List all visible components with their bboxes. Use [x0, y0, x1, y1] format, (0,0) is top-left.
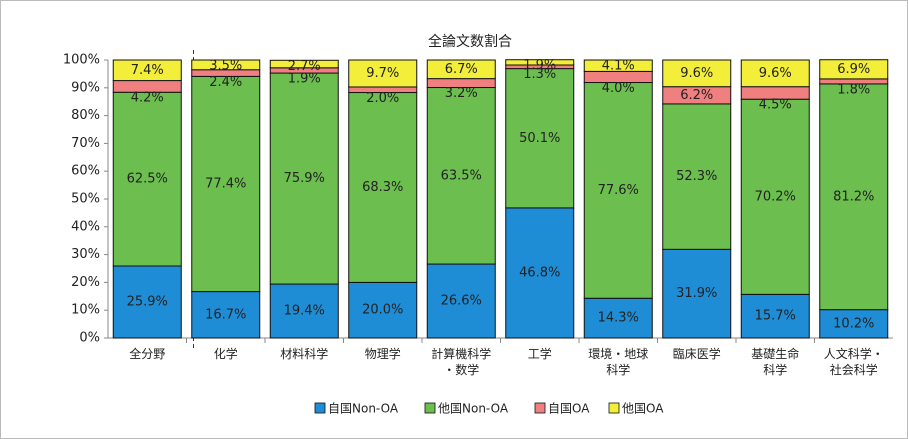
bar-segment	[819, 83, 889, 311]
bar-segment	[662, 59, 732, 88]
value-label: 70.2%	[755, 189, 796, 204]
bar-segment	[505, 207, 575, 339]
bar-segment	[583, 59, 653, 72]
x-tick-label: 材料科学	[280, 347, 329, 361]
value-label: 1.9%	[288, 72, 321, 87]
bar-segment	[348, 92, 418, 283]
y-tick-label: 90%	[71, 80, 100, 95]
value-label: 3.5%	[209, 59, 242, 74]
value-label: 16.7%	[205, 307, 246, 322]
bar-segment	[269, 283, 339, 339]
value-label: 6.9%	[837, 62, 870, 77]
legend-swatch	[608, 402, 620, 414]
value-label: 15.7%	[755, 309, 796, 324]
legend-label: 他国Non-OA	[438, 402, 509, 416]
value-label: 81.2%	[833, 189, 874, 204]
legend-label: 自国Non-OA	[328, 402, 399, 416]
bar-segment	[426, 87, 496, 265]
x-tick-label: 人文科学・ 社会科学	[823, 347, 884, 377]
value-label: 75.9%	[284, 171, 325, 186]
bar-segment	[505, 59, 575, 66]
value-label: 14.3%	[598, 311, 639, 326]
value-label: 1.9%	[523, 58, 556, 73]
bar-segment	[505, 68, 575, 209]
y-tick-label: 80%	[71, 108, 100, 123]
legend-swatch	[534, 402, 546, 414]
x-tick-label: 臨床医学	[672, 347, 721, 361]
bar-segment	[740, 98, 810, 295]
bar-segment	[112, 59, 182, 82]
x-tick-label: 工学	[527, 347, 552, 361]
x-tick-label: 物理学	[364, 347, 401, 361]
value-label: 62.5%	[127, 172, 168, 187]
value-label: 2.0%	[366, 91, 399, 106]
value-label: 2.4%	[209, 75, 242, 90]
value-label: 2.7%	[288, 59, 321, 74]
x-tick-label: 基礎生命 科学	[751, 347, 800, 377]
x-tick-label: 計算機科学 ・数学	[431, 347, 492, 377]
y-tick-label: 10%	[71, 303, 100, 318]
value-label: 9.6%	[680, 66, 713, 81]
value-label: 9.7%	[366, 66, 399, 81]
value-label: 31.9%	[676, 286, 717, 301]
bar-segment	[191, 75, 261, 293]
legend-swatch	[314, 402, 326, 414]
value-label: 4.1%	[602, 59, 635, 74]
y-tick-label: 40%	[71, 219, 100, 234]
x-tick-label: 全分野	[129, 347, 166, 361]
value-label: 9.6%	[759, 66, 792, 81]
bar-segment	[583, 82, 653, 299]
x-tick-label: 環境・地球 科学	[588, 347, 649, 377]
value-label: 63.5%	[441, 168, 482, 183]
bar-segment	[112, 91, 182, 267]
value-label: 19.4%	[284, 304, 325, 319]
bar-segment	[740, 59, 810, 88]
value-label: 7.4%	[131, 63, 164, 78]
bar-segment	[740, 293, 810, 339]
value-label: 6.7%	[445, 62, 478, 77]
bar-segment	[662, 248, 732, 339]
value-label: 68.3%	[362, 180, 403, 195]
y-tick-label: 100%	[63, 53, 100, 68]
bar-segment	[112, 265, 182, 339]
value-label: 20.0%	[362, 303, 403, 318]
legend-label: 他国OA	[622, 402, 664, 416]
value-label: 46.8%	[519, 265, 560, 280]
value-label: 6.2%	[680, 88, 713, 103]
value-label: 4.2%	[131, 91, 164, 106]
bar-segment	[662, 103, 732, 250]
bar-segment	[426, 263, 496, 339]
value-label: 4.0%	[602, 81, 635, 96]
y-tick-label: 60%	[71, 164, 100, 179]
y-tick-label: 0%	[79, 331, 100, 346]
value-label: 3.2%	[445, 86, 478, 101]
value-label: 1.8%	[837, 82, 870, 97]
bar-segment	[348, 59, 418, 88]
value-label: 26.6%	[441, 294, 482, 309]
chart-title: 全論文数割合	[428, 33, 512, 50]
value-label: 77.6%	[598, 183, 639, 198]
value-label: 52.3%	[676, 169, 717, 184]
bar-segment	[269, 59, 339, 69]
bar-segment	[269, 72, 339, 285]
value-label: 50.1%	[519, 131, 560, 146]
bar-segment	[191, 59, 261, 71]
y-tick-label: 70%	[71, 136, 100, 151]
value-label: 4.5%	[759, 98, 792, 113]
bar-segment	[819, 59, 889, 80]
y-tick-label: 20%	[71, 275, 100, 290]
bar-segment	[426, 59, 496, 80]
y-tick-label: 30%	[71, 247, 100, 262]
y-tick-label: 50%	[71, 192, 100, 207]
value-label: 77.4%	[205, 176, 246, 191]
value-label: 25.9%	[127, 294, 168, 309]
x-tick-label: 化学	[213, 347, 238, 361]
value-label: 10.2%	[833, 316, 874, 331]
value-label: 1.3%	[523, 67, 556, 82]
legend-swatch	[424, 402, 436, 414]
legend-label: 自国OA	[548, 402, 590, 416]
bar-segment	[348, 281, 418, 339]
